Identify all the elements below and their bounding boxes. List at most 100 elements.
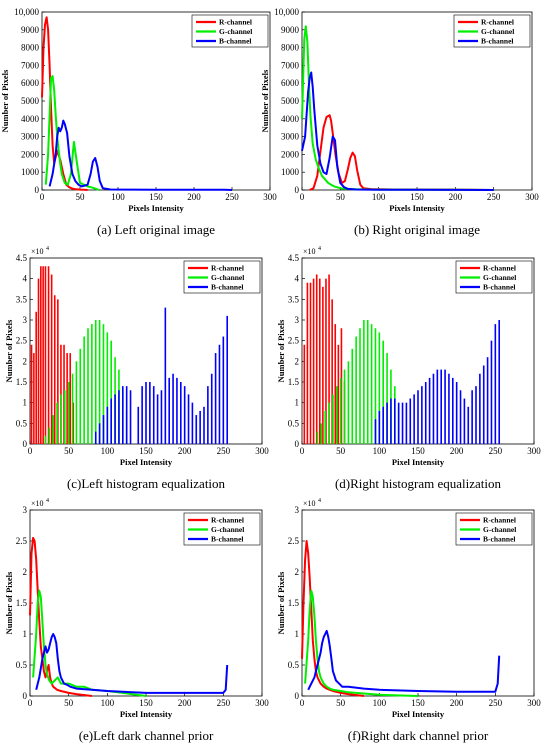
- y-tick-label: 2000: [281, 149, 300, 159]
- y-tick-label: 1: [295, 398, 300, 408]
- x-tick-label: 300: [527, 446, 541, 456]
- x-tick-label: 150: [410, 192, 424, 202]
- panel-caption: (b) Right original image: [354, 222, 480, 237]
- x-tick-label: 0: [28, 698, 33, 708]
- panel-caption: (f)Right dark channel prior: [348, 728, 489, 743]
- y-tick-label: 1: [23, 398, 28, 408]
- y-tick-label: 2000: [21, 149, 40, 159]
- x-tick-label: 200: [178, 698, 192, 708]
- legend-entry: B-channel: [483, 535, 516, 544]
- x-tick-label: 0: [300, 698, 305, 708]
- y-tick-label: 4.5: [16, 253, 28, 263]
- y-tick-label: 7000: [281, 60, 300, 70]
- x-tick-label: 150: [411, 446, 425, 456]
- legend-entry: R-channel: [211, 516, 244, 525]
- legend-entry: R-channel: [481, 18, 514, 27]
- y-tick-label: 10,000: [274, 7, 299, 17]
- y-tick-label: 4.5: [288, 253, 300, 263]
- legend-entry: B-channel: [481, 37, 514, 46]
- x-tick-label: 200: [178, 446, 192, 456]
- legend-entry: G-channel: [211, 273, 244, 282]
- legend-entry: B-channel: [483, 283, 516, 292]
- x-tick-label: 300: [525, 192, 539, 202]
- y-tick-label: 9000: [281, 25, 300, 35]
- legend-entry: B-channel: [211, 535, 244, 544]
- legend-entry: R-channel: [211, 264, 244, 273]
- x-tick-label: 50: [336, 698, 346, 708]
- y-axis-label: Number of Pixels: [276, 319, 286, 382]
- y-tick-label: 0.5: [16, 418, 28, 428]
- y-tick-label: 2.5: [16, 536, 28, 546]
- x-tick-label: 50: [336, 192, 346, 202]
- chart-panel: 0 50 100 150 200 250 300 0 0.5 1 1.5 2 2.5 3×10 4 Pixel…: [276, 498, 541, 743]
- x-tick-label: 300: [255, 698, 269, 708]
- y-tick-label: 0: [295, 691, 300, 701]
- y-tick-label: 3.5: [288, 294, 300, 304]
- legend-entry: G-channel: [481, 27, 514, 36]
- legend-entry: R-channel: [483, 516, 516, 525]
- series-line-r: [29, 536, 93, 697]
- y-tick-label: 4: [23, 274, 28, 284]
- y-tick-label: 4: [295, 274, 300, 284]
- y-tick-label: 2.5: [288, 336, 300, 346]
- x-tick-label: 50: [336, 446, 346, 456]
- panel-caption: (e)Left dark channel prior: [79, 728, 214, 743]
- x-tick-label: 50: [64, 698, 74, 708]
- y-tick-label: 1: [23, 629, 28, 639]
- y-axis-label: Number of Pixels: [276, 571, 286, 634]
- x-tick-label: 300: [255, 446, 269, 456]
- legend-entry: R-channel: [483, 264, 516, 273]
- y-tick-label: 6000: [281, 78, 300, 88]
- legend-entry: G-channel: [219, 27, 252, 36]
- y-tick-label: 3.5: [16, 294, 28, 304]
- panel-caption: (a) Left original image: [97, 222, 215, 237]
- y-tick-label: 3: [23, 505, 28, 515]
- legend-entry: G-channel: [211, 525, 244, 534]
- y-tick-label: 3: [295, 315, 300, 325]
- x-tick-label: 200: [450, 698, 464, 708]
- y-tick-label: 8000: [281, 43, 300, 53]
- x-tick-label: 0: [40, 192, 45, 202]
- x-tick-label: 100: [101, 446, 115, 456]
- series-line-b: [307, 629, 501, 693]
- y-exponent-power: 4: [46, 246, 49, 252]
- x-tick-label: 300: [263, 192, 277, 202]
- series-line-g: [301, 25, 494, 191]
- chart-panel: 0 50 100 150 200 250 3000100020003000400050006…: [260, 7, 539, 237]
- x-tick-label: 250: [217, 446, 231, 456]
- y-tick-label: 1.5: [288, 377, 300, 387]
- y-exponent-power: 4: [46, 498, 49, 504]
- y-tick-label: 3000: [281, 132, 300, 142]
- x-axis-label: Pixels Intensity: [389, 203, 445, 213]
- y-tick-label: 5000: [281, 96, 300, 106]
- y-tick-label: 6000: [21, 78, 40, 88]
- y-tick-label: 0.5: [16, 660, 28, 670]
- y-tick-label: 8000: [21, 43, 40, 53]
- y-tick-label: 2.5: [288, 536, 300, 546]
- y-tick-label: 0: [35, 185, 40, 195]
- y-tick-label: 1.5: [288, 598, 300, 608]
- x-tick-label: 0: [300, 192, 305, 202]
- y-tick-label: 2: [295, 356, 300, 366]
- y-axis-label: Number of Pixels: [0, 69, 10, 132]
- x-axis-label: Pixel Intensity: [120, 709, 173, 719]
- legend-entry: G-channel: [483, 525, 516, 534]
- series-line-b: [301, 71, 494, 191]
- chart-panel: 0 50 100 150 200 250 300 0 0.5 1 1.5 2 2.5 3×10 4 Pixel…: [4, 498, 269, 743]
- y-tick-label: 0: [295, 185, 300, 195]
- x-tick-label: 0: [28, 446, 33, 456]
- series-line-b: [48, 119, 233, 191]
- y-exponent-label: ×10: [31, 247, 44, 256]
- x-tick-label: 200: [449, 192, 463, 202]
- x-tick-label: 250: [225, 192, 239, 202]
- y-tick-label: 10,000: [14, 7, 39, 17]
- x-axis-label: Pixel Intensity: [392, 709, 445, 719]
- panel-caption: (d)Right histogram equalization: [335, 476, 502, 491]
- y-tick-label: 0: [23, 439, 28, 449]
- y-tick-label: 0.5: [288, 660, 300, 670]
